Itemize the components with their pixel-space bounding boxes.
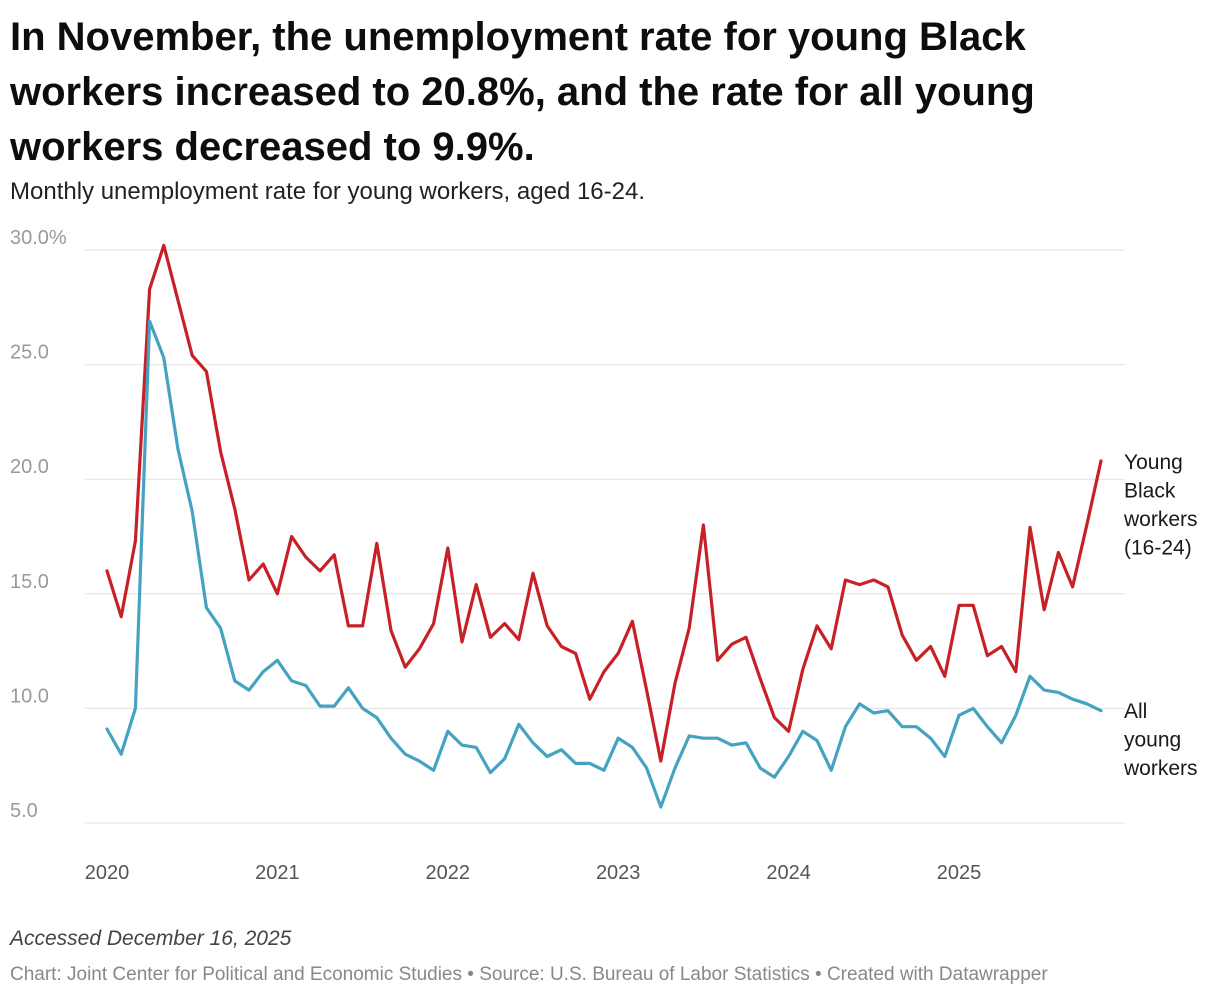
y-tick-label: 25.0 (10, 342, 49, 364)
x-tick-label: 2021 (255, 862, 300, 884)
series-labels: Young Black workers (16-24) All young workers (1123, 451, 1198, 780)
x-tick-label: 2025 (937, 862, 982, 884)
y-tick-label: 10.0 (10, 685, 49, 707)
series-label-line: young (1124, 729, 1181, 752)
series-label-line: Black (1124, 480, 1176, 503)
y-tick-label: 5.0 (10, 800, 38, 822)
series-label-line: workers (1123, 757, 1198, 780)
series-label-line: All (1124, 700, 1147, 723)
series-label-1: All young workers (1123, 700, 1198, 780)
chart-title: In November, the unemployment rate for y… (10, 15, 1035, 169)
series-lines (105, 243, 1103, 809)
chart-notes: Accessed December 16, 2025 (10, 927, 292, 950)
chart-subtitle: Monthly unemployment rate for young work… (10, 178, 646, 205)
x-tick-label: 2023 (596, 862, 641, 884)
x-axis-ticks: 2020 2021 2022 2023 2024 2025 (85, 862, 982, 884)
series-line-0 (105, 243, 1103, 763)
series-label-line: Young (1124, 451, 1183, 474)
chart-source: Chart: Joint Center for Political and Ec… (10, 964, 1048, 985)
x-tick-label: 2022 (426, 862, 471, 884)
y-tick-label: 15.0 (10, 571, 49, 593)
line-chart: 5.010.015.020.025.030.0% 2020 2021 2022 202… (10, 227, 1198, 884)
y-tick-label: 30.0% (10, 227, 67, 249)
series-label-line: (16-24) (1124, 537, 1192, 560)
gridlines (85, 249, 1125, 824)
x-tick-label: 2024 (766, 862, 811, 884)
series-label-line: workers (1123, 508, 1198, 531)
y-tick-label: 20.0 (10, 456, 49, 478)
series-label-0: Young Black workers (16-24) (1123, 451, 1198, 560)
series-line-1 (105, 319, 1103, 809)
y-axis-ticks: 5.0 10.0 15.0 20.0 25.0 30.0% (10, 227, 67, 822)
x-tick-label: 2020 (85, 862, 130, 884)
